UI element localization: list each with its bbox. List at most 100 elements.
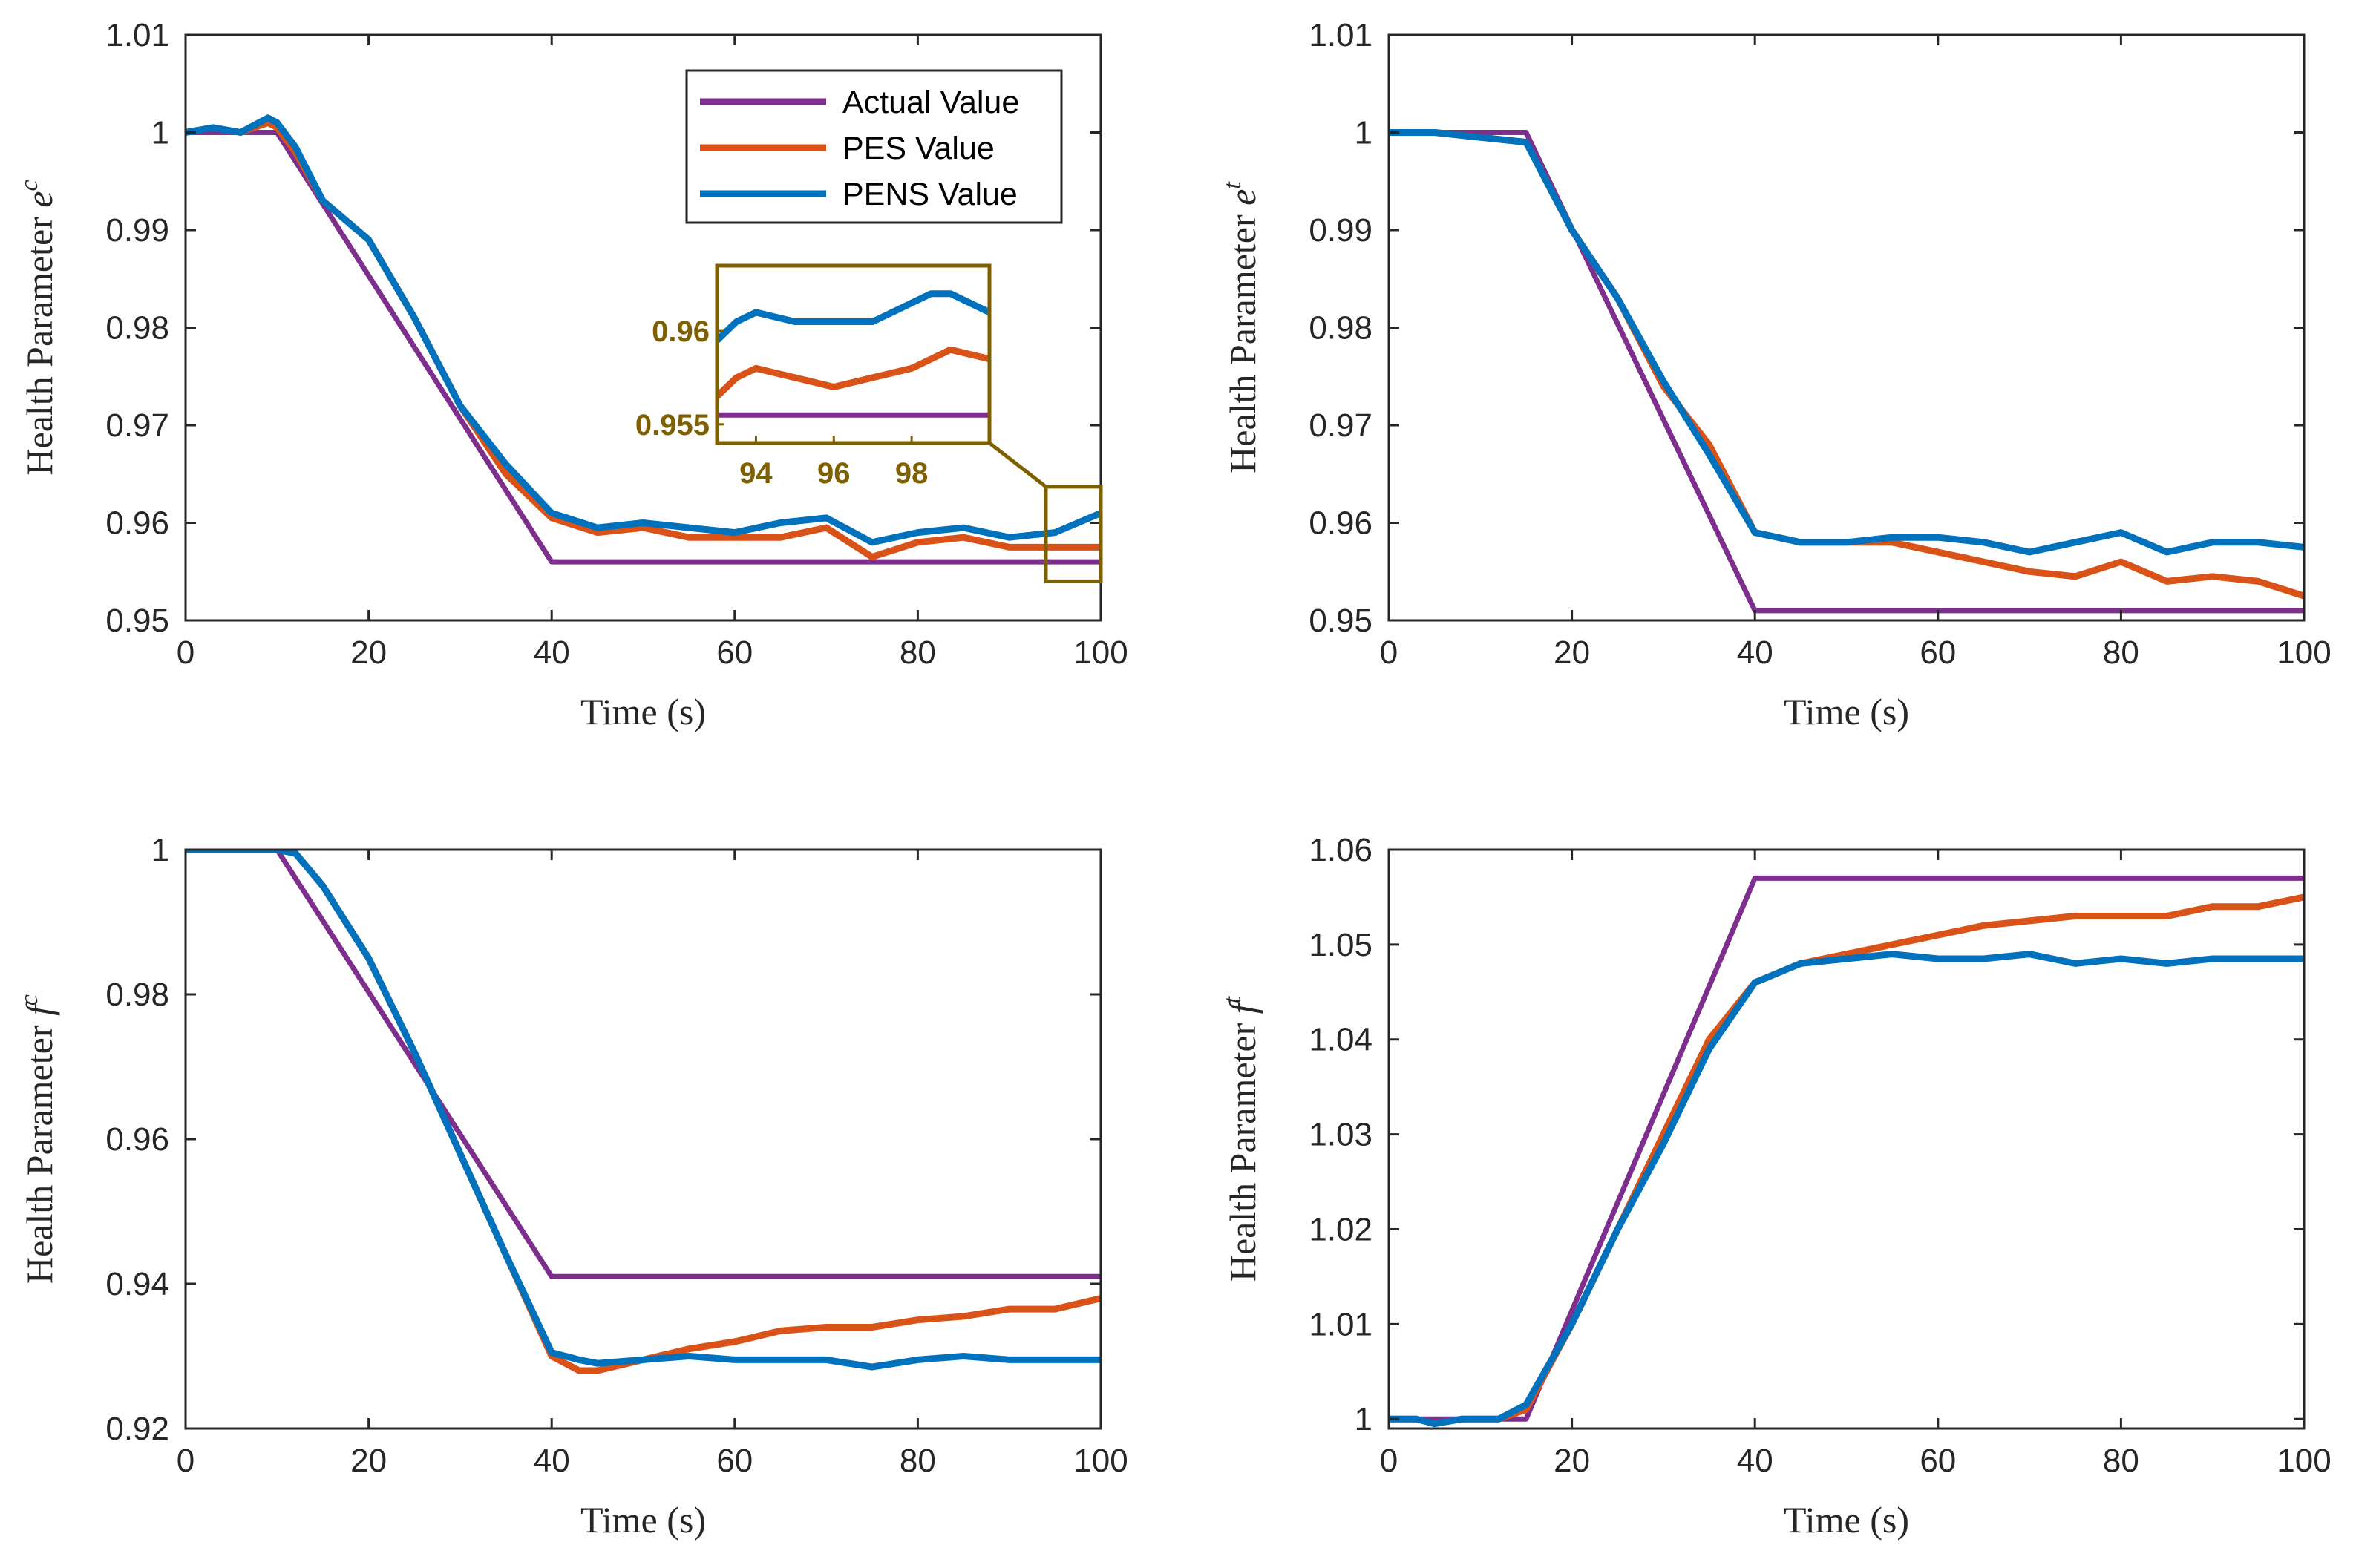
y-axis-label: Health Parameter ft: [1219, 995, 1263, 1282]
x-tick-label: 20: [1554, 634, 1590, 671]
series-line-pens: [186, 114, 1101, 546]
chart-panel-top-left: 0 20 40 60 80 100 0.95 0.96 0.97 0.98 0.99 1 1.01 Tim…: [16, 17, 1128, 732]
y-tick-label: 1: [1355, 1401, 1372, 1437]
x-tick-label: 60: [716, 634, 753, 671]
x-tick-label: 40: [534, 634, 570, 671]
axes-box: [1387, 848, 2306, 1430]
axes-box: [184, 848, 1102, 1430]
y-axis-label-text: Health Parameter: [19, 1016, 60, 1284]
x-tick-label: 0: [1380, 634, 1398, 671]
inset-frame: [715, 263, 992, 445]
y-tick-label: 1: [151, 832, 169, 868]
y-tick-label: 1.03: [1309, 1117, 1372, 1153]
y-tick-label: 0.96: [105, 505, 169, 542]
y-tick-label: 1.01: [105, 17, 169, 53]
y-axis-label-variable: e: [19, 191, 60, 207]
zoom-region-box: [1044, 485, 1103, 583]
inset-series-line-pes: [717, 346, 989, 399]
series-line-pes: [186, 850, 1101, 1374]
chart-panel-bottom-left: 0 20 40 60 80 100 0.92 0.94 0.96 0.98 1 Time (s) Hea…: [16, 832, 1128, 1541]
x-tick-label: 40: [1737, 634, 1773, 671]
y-axis-label: Health Parameter ec: [16, 180, 60, 475]
y-axis-label-superscript: c: [16, 180, 43, 191]
legend-label-pens: PENS Value: [842, 177, 1018, 212]
y-tick-label: 1.02: [1309, 1211, 1372, 1247]
series-line-pens: [1389, 129, 2304, 556]
zoom-connector-line: [988, 442, 1047, 488]
series-line-pes: [1389, 129, 2304, 600]
y-axis-label: Health Parameter fc: [16, 994, 60, 1284]
x-tick-label: 60: [1920, 1443, 1956, 1479]
x-tick-label: 100: [1073, 1443, 1128, 1479]
y-axis-label-text: Health Parameter: [1222, 206, 1263, 473]
x-tick-label: 80: [900, 634, 936, 671]
x-tick-label: 40: [534, 1443, 570, 1479]
x-tick-label: 40: [1737, 1443, 1773, 1479]
x-tick-label: 20: [1554, 1443, 1590, 1479]
axes-box: [1387, 33, 2306, 622]
x-tick-label: 100: [1073, 634, 1128, 671]
y-tick-label: 1.01: [1309, 1306, 1372, 1342]
chart-panel-top-right: 0 20 40 60 80 100 0.95 0.96 0.97 0.98 0.99 1 1.01 Tim…: [1219, 17, 2332, 732]
legend-label-pes: PES Value: [842, 131, 995, 166]
x-tick-label: 60: [716, 1443, 753, 1479]
x-tick-label: 80: [900, 1443, 936, 1479]
legend-label-actual: Actual Value: [842, 85, 1019, 120]
y-tick-label: 1: [1355, 115, 1372, 151]
inset-y-tick-label: 0.96: [652, 315, 710, 348]
x-axis-label: Time (s): [1784, 1499, 1909, 1541]
legend: Actual Value PES Value PENS Value: [685, 69, 1063, 224]
x-tick-label: 80: [2103, 634, 2139, 671]
series-line-pens: [186, 850, 1101, 1371]
y-tick-label: 0.99: [1309, 212, 1372, 249]
y-tick-label: 1.04: [1309, 1022, 1372, 1058]
y-tick-label: 0.97: [1309, 407, 1372, 444]
inset-x-tick-label: 94: [739, 457, 773, 490]
y-axis-label-variable: e: [1222, 189, 1263, 206]
series-line-pes: [186, 119, 1101, 560]
x-tick-label: 100: [2277, 634, 2331, 671]
series-line-pens: [1389, 951, 2304, 1428]
y-axis-label-text: Health Parameter: [19, 208, 60, 476]
y-tick-label: 1.05: [1309, 927, 1372, 963]
x-tick-label: 80: [2103, 1443, 2139, 1479]
y-axis-label: Health Parameter et: [1219, 181, 1263, 473]
x-axis-label: Time (s): [580, 691, 706, 732]
y-tick-label: 0.95: [105, 603, 169, 639]
inset-x-tick-label: 98: [895, 457, 929, 490]
series-line-actual: [186, 850, 1101, 1279]
zoom-inset: 94 96 98 0.955 0.96: [635, 263, 1103, 583]
inset-x-tick-label: 96: [817, 457, 851, 490]
x-tick-label: 0: [177, 1443, 194, 1479]
x-axis-label: Time (s): [1784, 691, 1909, 732]
y-tick-label: 1: [151, 115, 169, 151]
y-tick-label: 0.94: [105, 1266, 169, 1302]
y-axis-label-superscript: c: [16, 994, 43, 1006]
y-tick-label: 0.96: [1309, 505, 1372, 542]
chart-panel-bottom-right: 0 20 40 60 80 100 1 1.01 1.02 1.03 1.04 1.05 1.06 Tim…: [1219, 832, 2332, 1541]
y-axis-label-text: Health Parameter: [1222, 1014, 1263, 1282]
inset-series-line-pens: [717, 290, 989, 343]
inset-y-tick-label: 0.955: [635, 409, 710, 442]
series-line-pes: [1389, 893, 2304, 1428]
x-tick-label: 0: [1380, 1443, 1398, 1479]
x-tick-label: 20: [350, 634, 387, 671]
y-axis-label-superscript: t: [1219, 995, 1246, 1003]
y-tick-label: 0.98: [105, 310, 169, 347]
x-tick-label: 0: [177, 634, 194, 671]
x-tick-label: 60: [1920, 634, 1956, 671]
y-tick-label: 0.92: [105, 1411, 169, 1447]
y-axis-label-superscript: t: [1219, 181, 1246, 189]
y-tick-label: 1.01: [1309, 17, 1372, 53]
y-tick-label: 0.99: [105, 212, 169, 249]
y-tick-label: 0.96: [105, 1121, 169, 1158]
series-line-actual: [1389, 130, 2304, 614]
y-tick-label: 0.97: [105, 407, 169, 444]
x-tick-label: 20: [350, 1443, 387, 1479]
y-tick-label: 0.98: [1309, 310, 1372, 347]
x-axis-label: Time (s): [580, 1499, 706, 1541]
y-tick-label: 0.98: [105, 977, 169, 1013]
y-tick-label: 0.95: [1309, 603, 1372, 639]
y-tick-label: 1.06: [1309, 832, 1372, 868]
